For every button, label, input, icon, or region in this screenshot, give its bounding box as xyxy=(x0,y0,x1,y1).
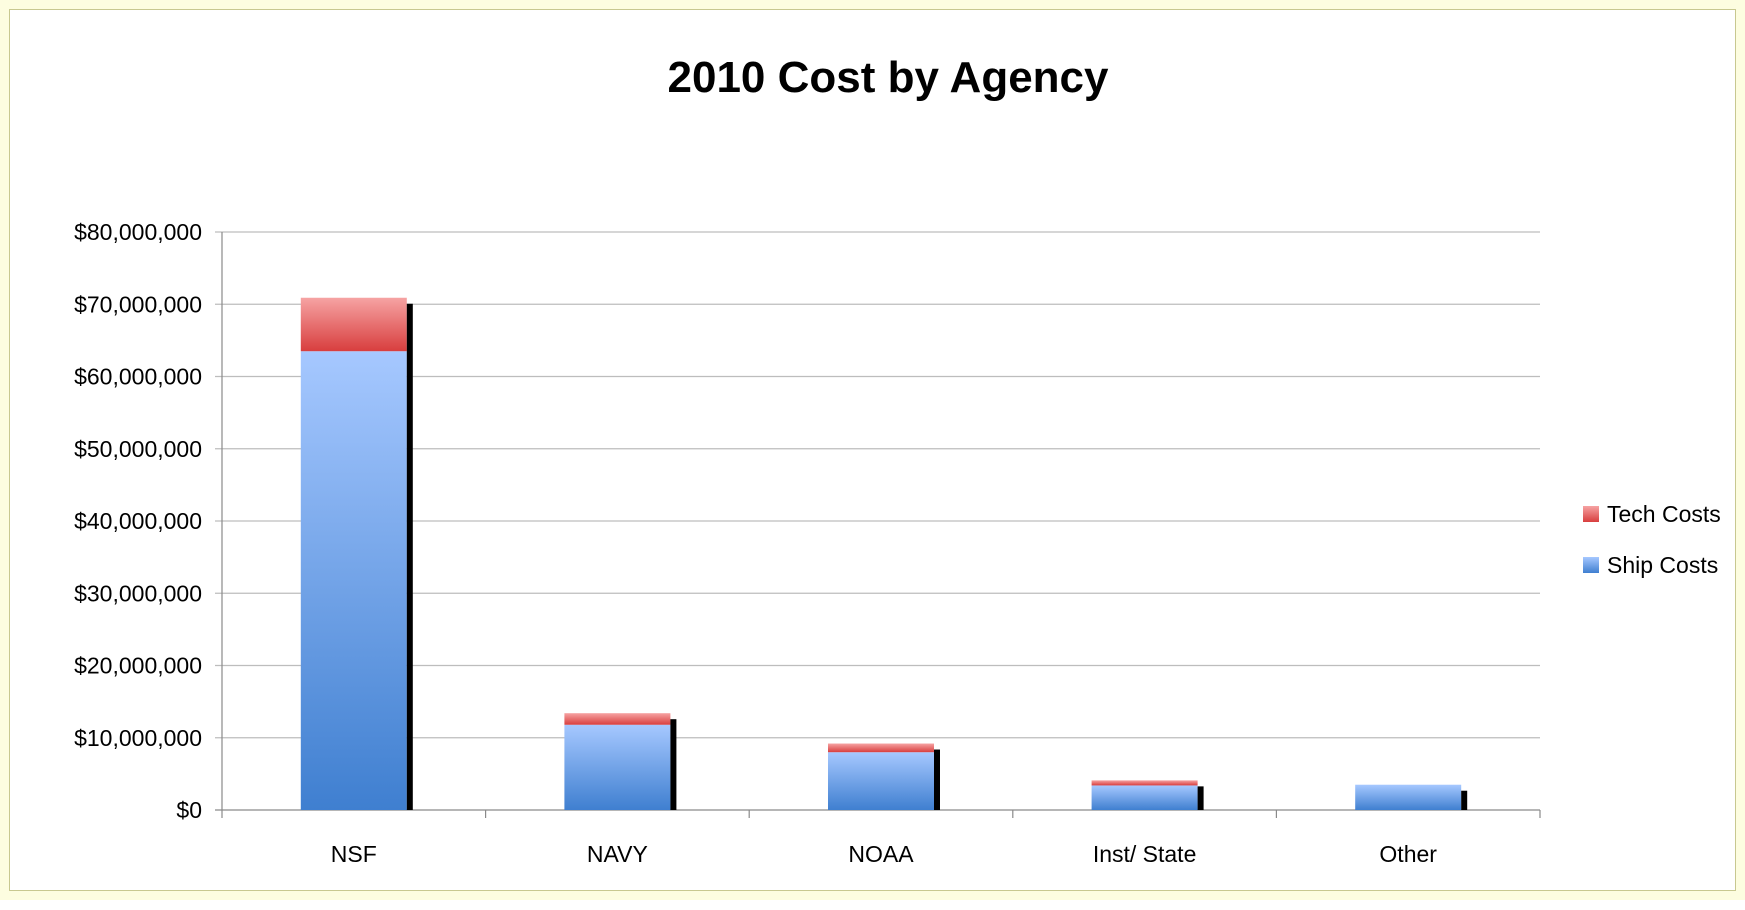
chart-svg: 2010 Cost by Agency $0 $10,000,000 $20,000… xyxy=(74,53,1721,867)
bar-ship-costs xyxy=(300,351,407,810)
bar-ship-costs xyxy=(1355,784,1462,810)
bar-shadow xyxy=(1461,790,1468,810)
legend-swatch xyxy=(1583,557,1599,573)
y-tick-label: $50,000,000 xyxy=(74,436,202,462)
category-label: NAVY xyxy=(587,841,648,867)
legend-label: Ship Costs xyxy=(1607,552,1718,578)
y-tick-label: $20,000,000 xyxy=(74,653,202,679)
bar-tech-costs xyxy=(828,743,934,753)
bar-shadow xyxy=(934,749,940,810)
bar-ship-costs xyxy=(828,752,934,810)
bar-tech-costs xyxy=(564,713,671,725)
category-label: Other xyxy=(1379,841,1437,867)
bar-shadow xyxy=(1197,786,1204,810)
legend: Tech Costs Ship Costs xyxy=(1583,501,1721,578)
category-label: Inst/ State xyxy=(1093,841,1197,867)
category-label: NSF xyxy=(331,841,377,867)
bar-ship-costs xyxy=(1091,785,1198,810)
chart-title: 2010 Cost by Agency xyxy=(668,53,1110,102)
bar-ship-costs xyxy=(564,724,671,810)
y-axis-tick-labels: $0 $10,000,000 $20,000,000 $30,000,000 $40,0… xyxy=(74,219,202,823)
bar-tech-costs xyxy=(1091,780,1198,786)
gridlines xyxy=(215,231,1540,811)
y-tick-label: $0 xyxy=(176,797,202,823)
y-tick-label: $30,000,000 xyxy=(74,580,202,606)
bar-shadow xyxy=(406,303,413,810)
y-tick-label: $60,000,000 xyxy=(74,364,202,390)
bar-shadow xyxy=(670,719,677,810)
legend-swatch xyxy=(1583,506,1599,522)
legend-label: Tech Costs xyxy=(1607,501,1721,527)
x-axis: NSF NAVY NOAA Inst/ State Other xyxy=(221,810,1541,867)
y-tick-label: $80,000,000 xyxy=(74,219,202,245)
bars xyxy=(300,297,1468,810)
y-tick-label: $70,000,000 xyxy=(74,291,202,317)
y-tick-label: $40,000,000 xyxy=(74,508,202,534)
bar-tech-costs xyxy=(300,297,407,352)
y-tick-label: $10,000,000 xyxy=(74,725,202,751)
category-label: NOAA xyxy=(848,841,914,867)
